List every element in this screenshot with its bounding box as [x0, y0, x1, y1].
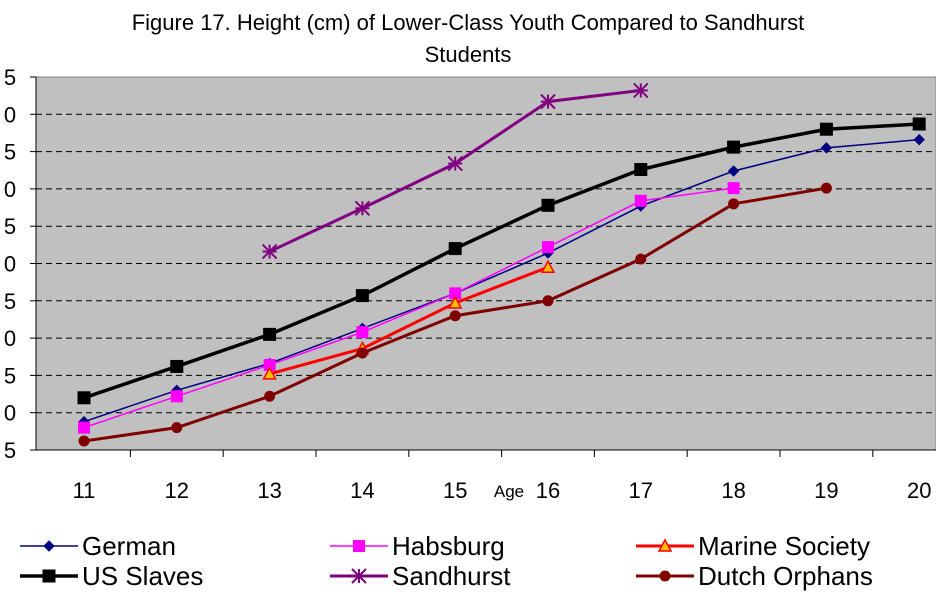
point-habsburg-11	[78, 421, 90, 434]
point-sandhurst-13	[261, 243, 278, 260]
point-sandhurst-15	[447, 155, 463, 172]
legend-marker-german	[43, 540, 55, 552]
point-dutch-orphans-12	[171, 422, 183, 434]
y-tick-label-3: 0	[4, 177, 16, 202]
y-tick-label-5: 0	[4, 252, 16, 277]
series-line-german	[83, 138, 920, 423]
chart-title-line2: Students	[425, 42, 512, 67]
point-habsburg-18	[727, 182, 740, 195]
point-german-18	[727, 165, 740, 177]
point-us-slaves-15	[448, 242, 462, 256]
y-tick-label-4: 5	[4, 214, 16, 239]
point-us-slaves-20	[912, 117, 926, 131]
legend-label-sandhurst: Sandhurst	[392, 561, 511, 591]
point-us-slaves-18	[727, 140, 741, 154]
x-tick-label-6: 17	[629, 478, 653, 503]
series-line-marine-society	[269, 265, 549, 376]
legend-label-dutch-orphans: Dutch Orphans	[698, 561, 873, 591]
point-marine-society-13	[262, 366, 277, 380]
chart-title: Figure 17. Height (cm) of Lower-Class Yo…	[132, 10, 805, 35]
point-dutch-orphans-19	[820, 182, 832, 194]
point-dutch-orphans-13	[264, 390, 276, 402]
y-tick-label-9: 0	[4, 401, 16, 426]
point-us-slaves-14	[355, 289, 369, 303]
y-tick-label-10: 5	[4, 438, 16, 463]
point-dutch-orphans-17	[635, 253, 647, 265]
legend-label-habsburg: Habsburg	[392, 531, 505, 561]
plot-area: 5 0 5 0 5 0 5 0 5 0 5 11 12 13 14 15 16 17 18 19 20	[4, 65, 936, 503]
series-line-habsburg	[83, 187, 734, 429]
x-axis-label: Age	[494, 482, 524, 501]
point-marine-society-16	[540, 259, 556, 273]
point-us-slaves-16	[541, 198, 555, 212]
x-tick-label-0: 11	[73, 478, 96, 503]
x-tick-label-8: 19	[814, 478, 838, 503]
point-dutch-orphans-18	[728, 198, 740, 210]
legend-label-marine-society: Marine Society	[698, 531, 870, 561]
point-german-19	[820, 142, 833, 154]
y-tick-label-6: 5	[4, 289, 16, 314]
y-tick-label-7: 0	[4, 326, 16, 351]
legend-marker-marine-society	[657, 538, 673, 552]
x-tick-label-2: 13	[257, 478, 281, 503]
series-line-us-slaves	[83, 122, 920, 400]
point-us-slaves-19	[819, 122, 833, 136]
point-habsburg-17	[634, 194, 647, 207]
y-tick-label-1: 0	[4, 102, 16, 127]
y-tick-label-8: 5	[4, 363, 16, 388]
point-marine-society-15	[447, 295, 463, 309]
legend-marker-us-slaves	[42, 569, 56, 583]
point-us-slaves-13	[263, 327, 277, 341]
point-dutch-orphans-14	[356, 347, 368, 359]
legend-label-us-slaves: US Slaves	[82, 561, 203, 591]
legend-marker-dutch-orphans	[659, 570, 671, 582]
x-tick-label-4: 15	[443, 478, 467, 503]
point-us-slaves-17	[634, 163, 648, 177]
x-tick-label-3: 14	[350, 478, 374, 503]
legend-marker-habsburg	[353, 540, 365, 552]
x-tick-label-1: 12	[165, 478, 189, 503]
point-habsburg-16	[542, 241, 554, 254]
legend-marker-sandhurst	[351, 568, 367, 584]
x-tick-label-7: 18	[721, 478, 745, 503]
point-sandhurst-16	[540, 93, 556, 110]
y-tick-label-0: 5	[4, 65, 16, 90]
y-tick-label-2: 5	[4, 140, 16, 165]
legend: German Habsburg Marine Society US Slaves San…	[20, 531, 873, 591]
point-sandhurst-17	[633, 82, 649, 99]
point-us-slaves-12	[170, 359, 184, 373]
x-tick-label-9: 20	[907, 478, 931, 503]
point-german-20	[913, 133, 925, 146]
point-habsburg-14	[356, 326, 369, 339]
point-sandhurst-14	[354, 200, 371, 217]
point-dutch-orphans-15	[449, 310, 461, 322]
point-dutch-orphans-16	[542, 295, 554, 307]
point-habsburg-12	[170, 390, 183, 403]
x-tick-label-5: 16	[536, 478, 560, 503]
point-us-slaves-11	[77, 391, 91, 405]
point-dutch-orphans-11	[78, 435, 90, 447]
legend-label-german: German	[82, 531, 176, 561]
